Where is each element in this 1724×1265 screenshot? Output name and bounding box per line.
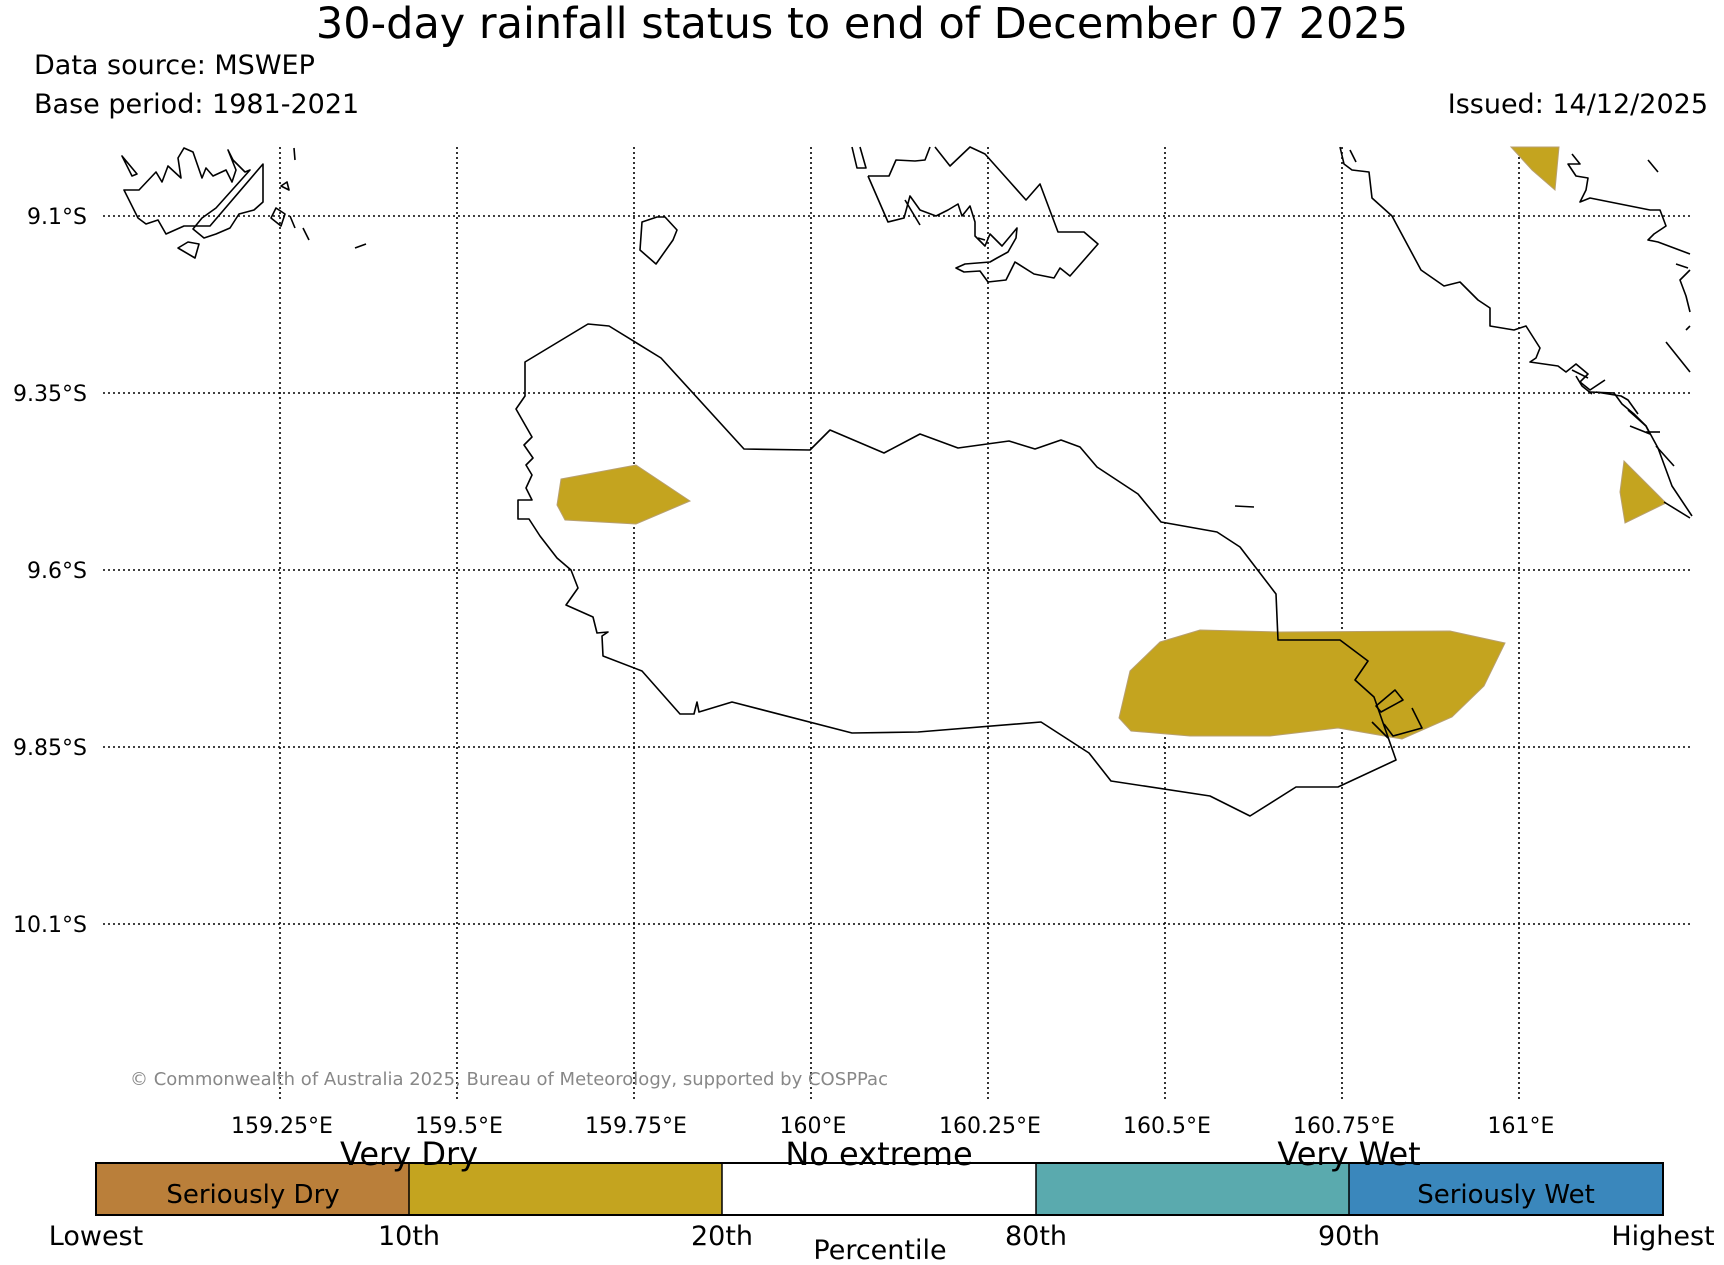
map-gridlines bbox=[103, 147, 1690, 1101]
coastlines bbox=[121, 146, 1693, 817]
legend-tick: 10th bbox=[378, 1221, 440, 1252]
lat-label: 9.85°S bbox=[13, 736, 87, 761]
lon-label: 160.75°E bbox=[1293, 1114, 1395, 1139]
legend-segment-very-dry bbox=[409, 1163, 722, 1215]
lon-label: 159.5°E bbox=[415, 1114, 503, 1139]
very-dry-area bbox=[1118, 629, 1506, 740]
legend-tick: 90th bbox=[1318, 1221, 1380, 1252]
copyright-text: © Commonwealth of Australia 2025, Bureau… bbox=[130, 1069, 888, 1090]
legend-category-very-dry: Very Dry bbox=[340, 1135, 478, 1173]
legend-tick-labels: Lowest 10th 20th 80th 90th Highest bbox=[49, 1221, 1715, 1252]
lon-label: 159.25°E bbox=[231, 1114, 333, 1139]
latitude-labels: 9.1°S 9.35°S 9.6°S 9.85°S 10.1°S bbox=[13, 205, 87, 938]
longitude-labels: 159.25°E 159.5°E 159.75°E 160°E 160.25°E… bbox=[231, 1114, 1554, 1139]
legend-category-no-extreme: No extreme bbox=[785, 1135, 972, 1173]
legend-segment-seriously-dry bbox=[96, 1163, 409, 1215]
legend-label-seriously-dry: Seriously Dry bbox=[166, 1180, 339, 1210]
legend-tick: Lowest bbox=[49, 1221, 143, 1252]
legend-colorbar bbox=[95, 1162, 1664, 1216]
lon-label: 159.75°E bbox=[585, 1114, 687, 1139]
lat-label: 9.1°S bbox=[27, 205, 87, 230]
legend-segment-labels: Seriously Dry Seriously Wet bbox=[166, 1180, 1594, 1210]
lon-label: 160.5°E bbox=[1123, 1114, 1211, 1139]
base-period-text: Base period: 1981-2021 bbox=[34, 89, 360, 120]
issued-date-text: Issued: 14/12/2025 bbox=[1447, 89, 1708, 120]
lat-label: 10.1°S bbox=[13, 913, 87, 938]
very-dry-area bbox=[1509, 146, 1560, 192]
legend-axis-label: Percentile bbox=[813, 1235, 946, 1265]
legend-segment-very-wet bbox=[1036, 1163, 1349, 1215]
legend-tick: 20th bbox=[691, 1221, 753, 1252]
legend-category-very-wet: Very Wet bbox=[1277, 1135, 1420, 1173]
lat-label: 9.6°S bbox=[27, 559, 87, 584]
legend-category-labels: Very Dry No extreme Very Wet bbox=[340, 1135, 1421, 1173]
lat-label: 9.35°S bbox=[13, 382, 87, 407]
very-dry-area bbox=[1619, 459, 1667, 524]
very-dry-areas bbox=[556, 146, 1667, 740]
lon-label: 161°E bbox=[1488, 1114, 1555, 1139]
map-title: 30-day rainfall status to end of Decembe… bbox=[315, 0, 1409, 49]
legend-label-seriously-wet: Seriously Wet bbox=[1417, 1180, 1595, 1210]
lon-label: 160.25°E bbox=[939, 1114, 1041, 1139]
very-dry-area bbox=[556, 464, 692, 525]
data-source-text: Data source: MSWEP bbox=[34, 50, 315, 81]
legend-tick: 80th bbox=[1005, 1221, 1067, 1252]
legend-tick: Highest bbox=[1611, 1221, 1714, 1252]
lon-label: 160°E bbox=[780, 1114, 847, 1139]
legend-segment-seriously-wet bbox=[1349, 1163, 1663, 1215]
island-coastline bbox=[515, 323, 1397, 817]
legend-segment-no-extreme bbox=[722, 1163, 1036, 1215]
